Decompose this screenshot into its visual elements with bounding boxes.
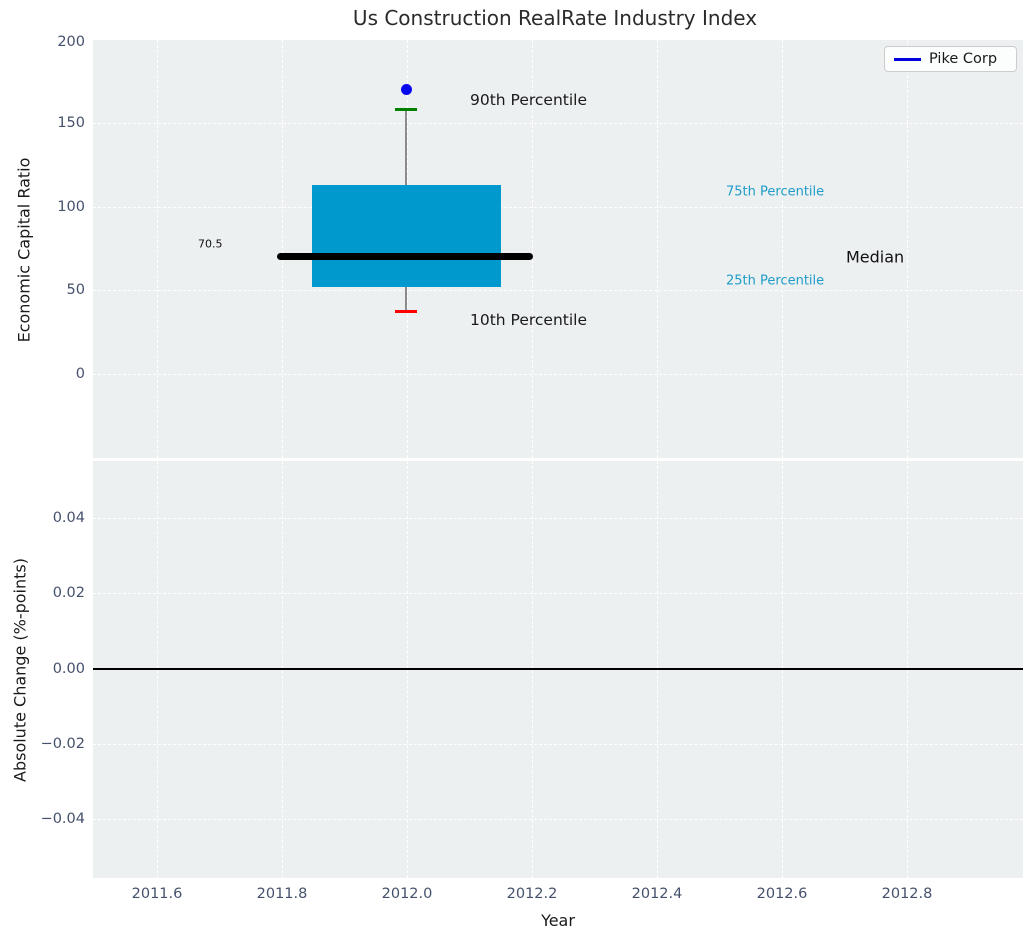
annotation-25th-percentile: 25th Percentile [726, 273, 825, 289]
top-plot-area: 90th Percentile 75th Percentile Median 2… [93, 40, 1023, 458]
gridline [93, 207, 1023, 208]
annotation-90th-percentile: 90th Percentile [470, 91, 588, 109]
bottom-y-axis-label: Absolute Change (%-points) [10, 558, 30, 782]
xtick-2012.0: 2012.0 [381, 886, 433, 902]
gridline [907, 40, 908, 458]
ytick-0.00: 0.00 [52, 661, 85, 677]
gridline [657, 40, 658, 458]
interquartile-box [312, 185, 501, 287]
ytick-0: 0 [75, 366, 85, 382]
legend-line-icon [894, 57, 921, 61]
ytick-50: 50 [66, 282, 85, 298]
median-line [277, 253, 533, 260]
legend: Pike Corp [884, 46, 1017, 72]
ytick-0.02: 0.02 [52, 585, 85, 601]
90th-percentile-cap [395, 108, 417, 111]
xtick-2012.2: 2012.2 [506, 886, 558, 902]
gridline [93, 819, 1023, 820]
pike-corp-marker [401, 84, 412, 95]
gridline [157, 40, 158, 458]
gridline [93, 123, 1023, 124]
xtick-2011.6: 2011.6 [131, 886, 183, 902]
gridline [93, 374, 1023, 375]
ytick-0.04: 0.04 [52, 510, 85, 526]
gridline [282, 40, 283, 458]
10th-percentile-cap [395, 310, 417, 313]
gridline [532, 40, 533, 458]
gridline [782, 40, 783, 458]
bottom-plot-area [93, 461, 1023, 878]
ytick-150: 150 [57, 115, 85, 131]
legend-label: Pike Corp [929, 51, 998, 67]
ytick-neg-0.04: −0.04 [40, 811, 85, 827]
chart-title: Us Construction RealRate Industry Index [352, 6, 758, 30]
gridline [93, 593, 1023, 594]
zero-line [93, 668, 1023, 670]
ytick-200: 200 [57, 34, 85, 50]
gridline [93, 518, 1023, 519]
ytick-100: 100 [57, 199, 85, 215]
x-axis-label: Year [541, 911, 575, 930]
xtick-2012.8: 2012.8 [881, 886, 933, 902]
xtick-2012.4: 2012.4 [631, 886, 683, 902]
top-y-axis-label: Economic Capital Ratio [14, 157, 34, 343]
xtick-2011.8: 2011.8 [256, 886, 308, 902]
ytick-neg-0.02: −0.02 [40, 736, 85, 752]
annotation-75th-percentile: 75th Percentile [726, 184, 825, 200]
annotation-median: Median [846, 247, 905, 267]
gridline [93, 290, 1023, 291]
gridline [93, 744, 1023, 745]
annotation-10th-percentile: 10th Percentile [470, 311, 588, 329]
annotation-median-value: 70.5 [198, 237, 223, 251]
xtick-2012.6: 2012.6 [756, 886, 808, 902]
